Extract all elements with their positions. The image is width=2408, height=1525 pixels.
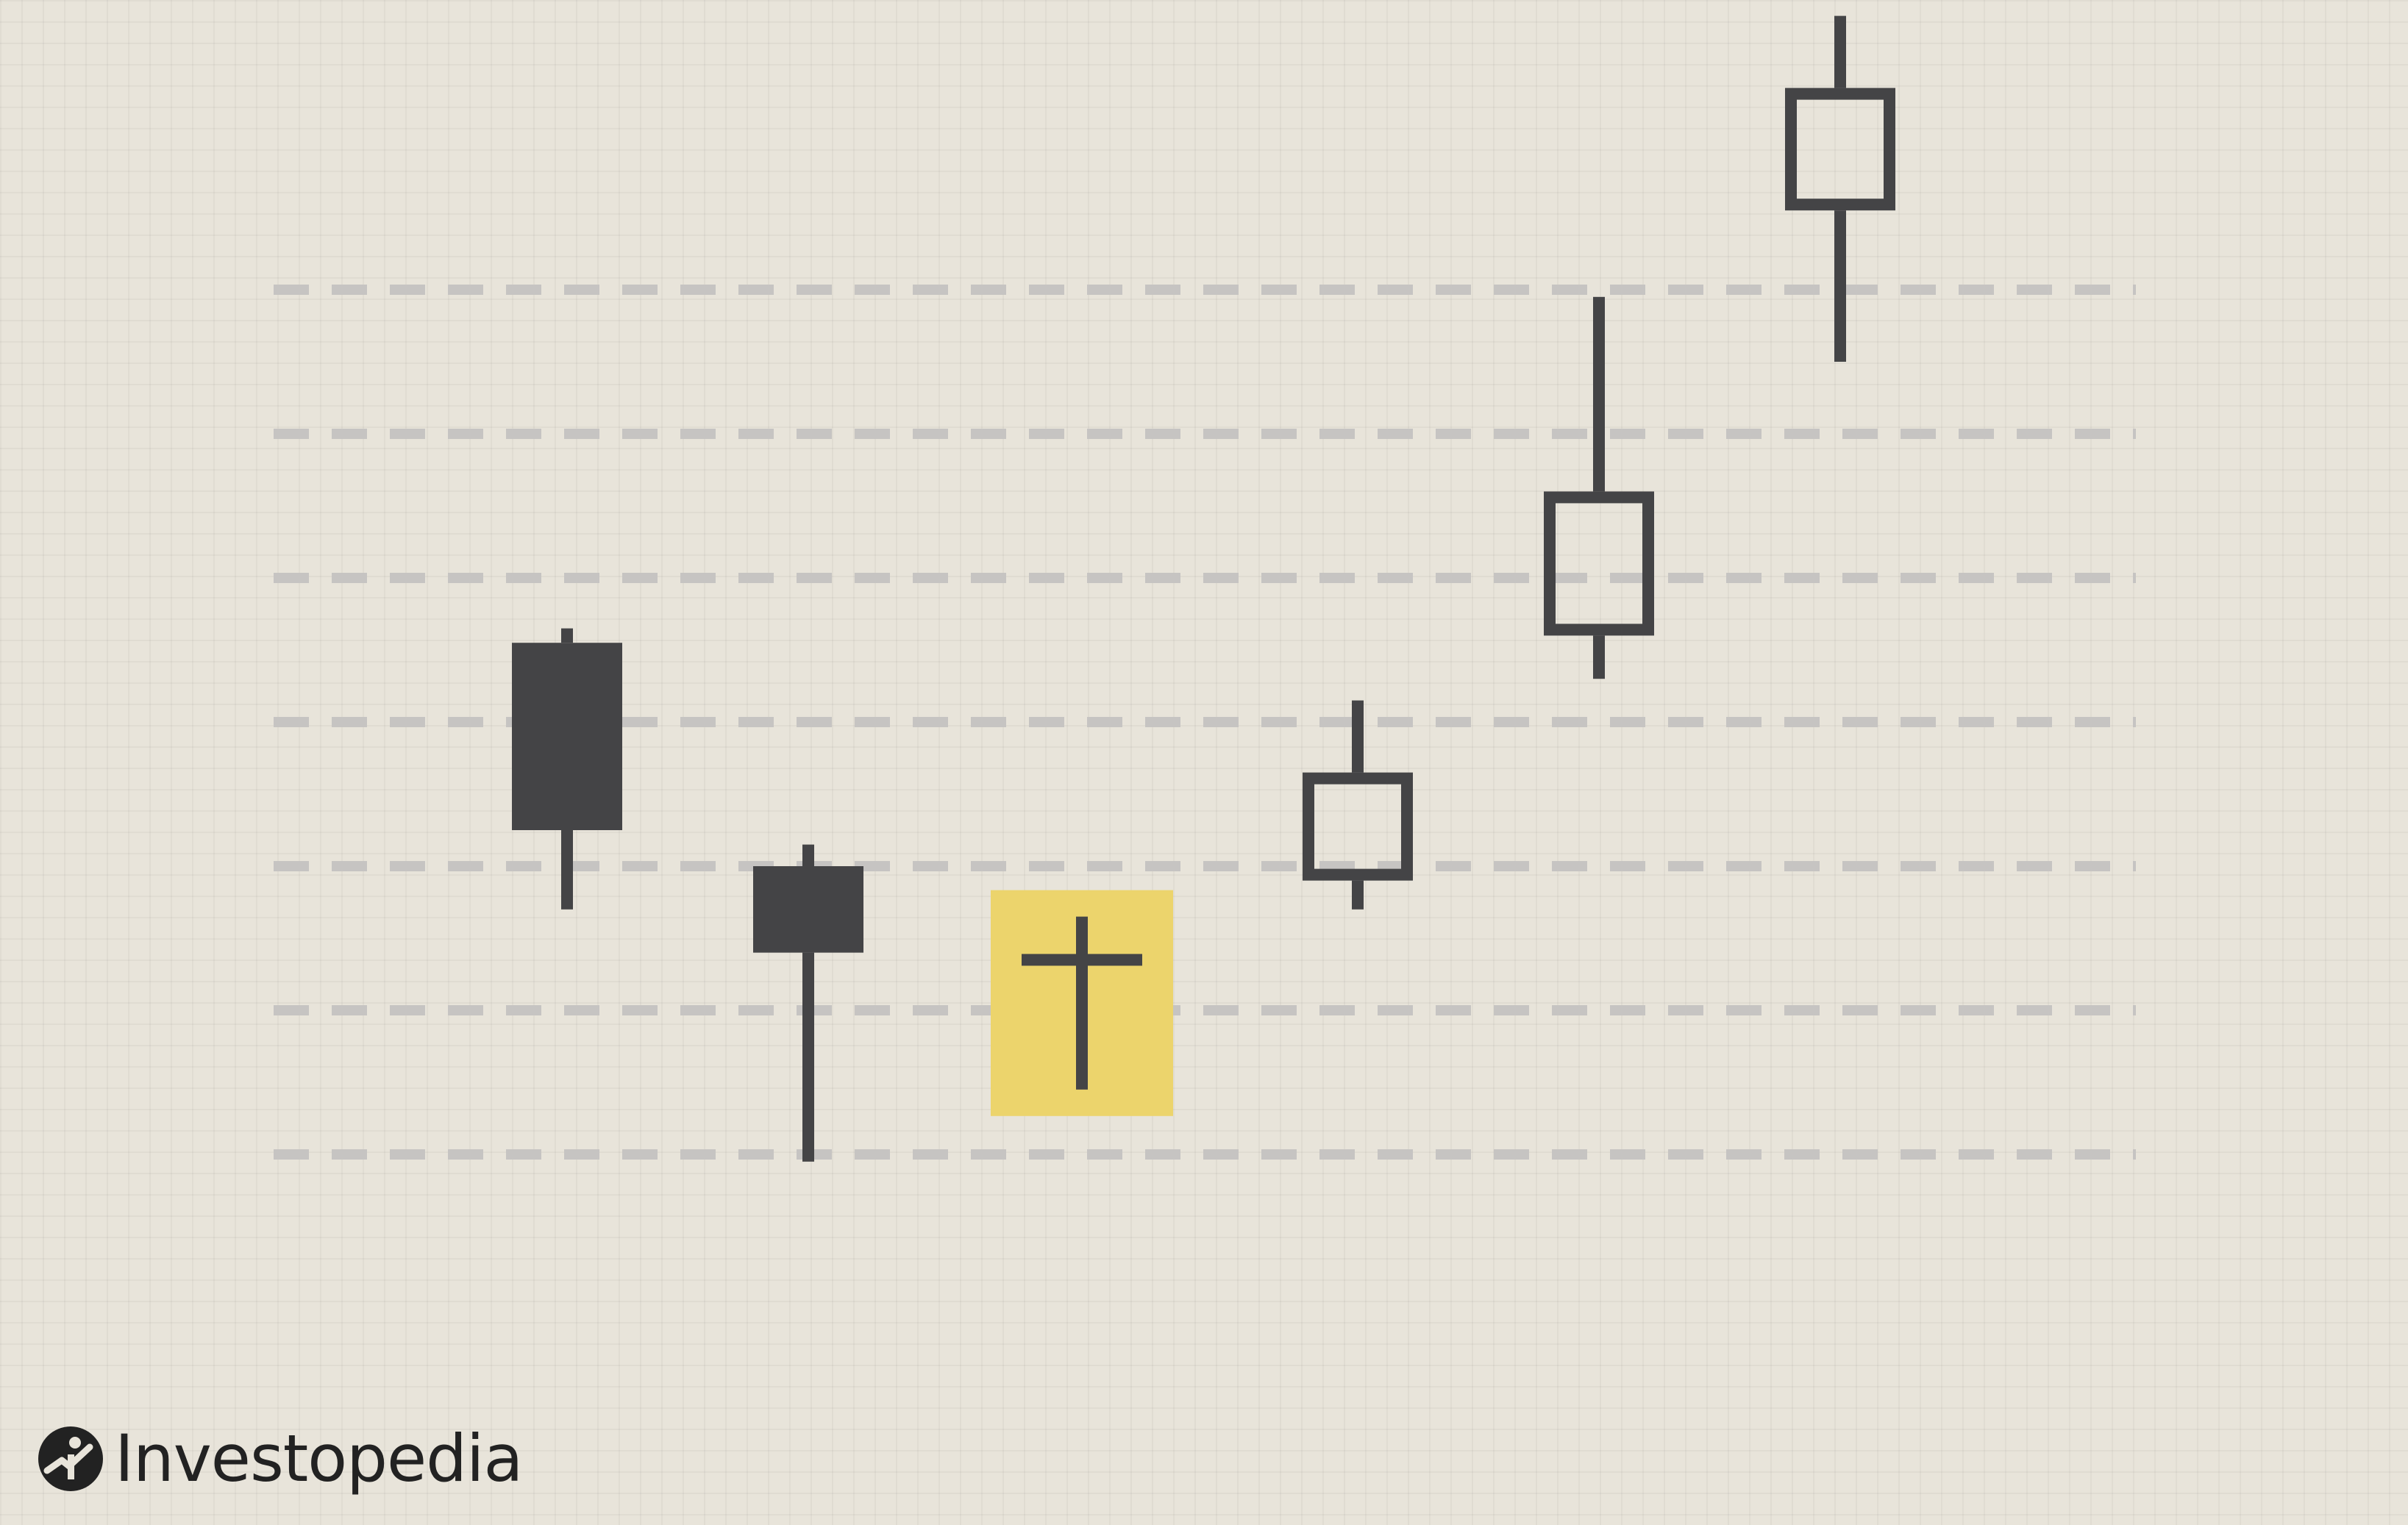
candle-lower-wick-5	[1834, 210, 1846, 362]
candle-upper-wick-5	[1834, 15, 1846, 88]
candle-lower-wick-3	[1352, 880, 1364, 910]
candle-body-2	[1022, 954, 1142, 966]
candle-body-5	[1785, 88, 1895, 211]
candle-body-4	[1544, 491, 1654, 636]
brand-name: Investopedia	[115, 1421, 523, 1496]
candle-lower-wick-0	[561, 830, 573, 910]
candle-lower-wick-1	[802, 952, 814, 1162]
investopedia-logo-icon	[38, 1426, 103, 1491]
candle-body-3	[1303, 772, 1413, 881]
candle-upper-wick-3	[1352, 700, 1364, 773]
candle-body-1	[753, 866, 863, 953]
candle-wick-2	[1076, 916, 1088, 1090]
candle-upper-wick-0	[561, 628, 573, 643]
candle-body-0	[512, 643, 622, 830]
brand-logo: Investopedia	[37, 1421, 523, 1496]
candle-upper-wick-1	[802, 844, 814, 866]
candles	[512, 15, 1895, 1162]
candle-lower-wick-4	[1593, 635, 1605, 679]
candle-upper-wick-4	[1593, 296, 1605, 492]
